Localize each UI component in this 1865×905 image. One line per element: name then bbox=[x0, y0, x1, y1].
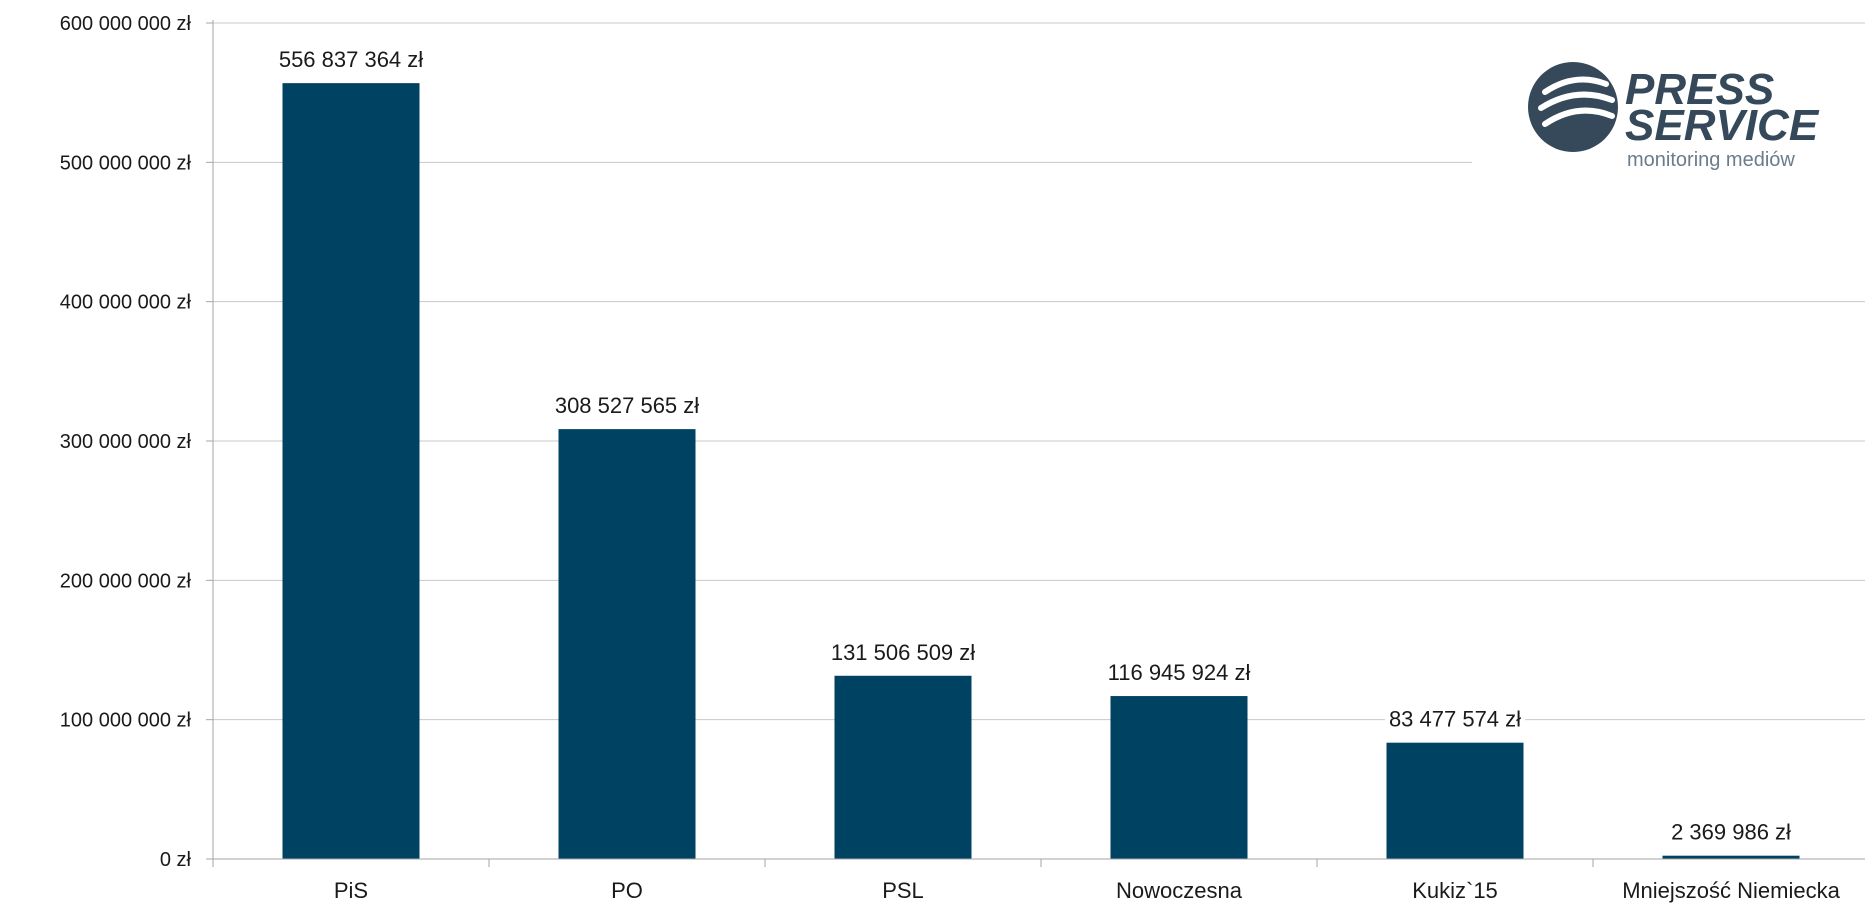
data-labels: 556 837 364 zł 308 527 565 zł 131 506 509 … bbox=[274, 47, 1796, 845]
bar bbox=[1386, 742, 1524, 859]
x-category-label: Kukiz`15 bbox=[1412, 878, 1498, 903]
data-label: 131 506 509 zł bbox=[831, 640, 975, 665]
bar bbox=[834, 675, 972, 859]
press-service-logo: PRESS SERVICE monitoring mediów bbox=[1472, 28, 1865, 173]
y-tick-label: 0 zł bbox=[160, 849, 192, 871]
axes bbox=[206, 20, 1865, 867]
y-axis-tick-labels: 0 zł 100 000 000 zł 200 000 000 zł 300 000 … bbox=[60, 13, 192, 871]
data-label-background bbox=[550, 393, 704, 419]
data-label: 83 477 574 zł bbox=[1389, 707, 1521, 732]
x-axis-category-labels: PiS PO PSL Nowoczesna Kukiz`15 Mniejszość Nie… bbox=[334, 878, 1841, 903]
x-category-label: PO bbox=[611, 878, 643, 903]
data-label-background bbox=[1667, 819, 1796, 845]
x-category-label: Mniejszość Niemiecka bbox=[1622, 878, 1840, 903]
data-label: 556 837 364 zł bbox=[279, 47, 423, 72]
bar bbox=[1110, 696, 1248, 859]
x-category-label: PSL bbox=[882, 878, 924, 903]
logo-emblem-icon bbox=[1528, 62, 1618, 152]
gridlines bbox=[213, 22, 1865, 721]
data-label: 308 527 565 zł bbox=[555, 393, 699, 418]
y-tick-label: 100 000 000 zł bbox=[60, 710, 192, 732]
logo-text-press: PRESS bbox=[1625, 65, 1774, 114]
data-label: 2 369 986 zł bbox=[1671, 820, 1791, 845]
x-category-label: PiS bbox=[334, 878, 368, 903]
data-label-background bbox=[1384, 706, 1526, 732]
logo-text-service: SERVICE bbox=[1625, 101, 1820, 150]
data-label-background bbox=[1103, 660, 1255, 686]
logo-text-tagline: monitoring mediów bbox=[1627, 149, 1795, 171]
y-tick-label: 300 000 000 zł bbox=[60, 431, 192, 453]
bars bbox=[282, 83, 1800, 859]
y-tick-label: 600 000 000 zł bbox=[60, 13, 192, 35]
bar bbox=[282, 83, 420, 859]
bar bbox=[1662, 855, 1800, 859]
data-label-background bbox=[274, 47, 428, 73]
x-category-label: Nowoczesna bbox=[1116, 878, 1243, 903]
y-tick-label: 200 000 000 zł bbox=[60, 570, 192, 592]
y-tick-label: 400 000 000 zł bbox=[60, 292, 192, 314]
bar bbox=[558, 429, 696, 859]
data-label-background bbox=[826, 639, 980, 665]
data-label: 116 945 924 zł bbox=[1108, 660, 1251, 685]
y-tick-label: 500 000 000 zł bbox=[60, 152, 192, 174]
